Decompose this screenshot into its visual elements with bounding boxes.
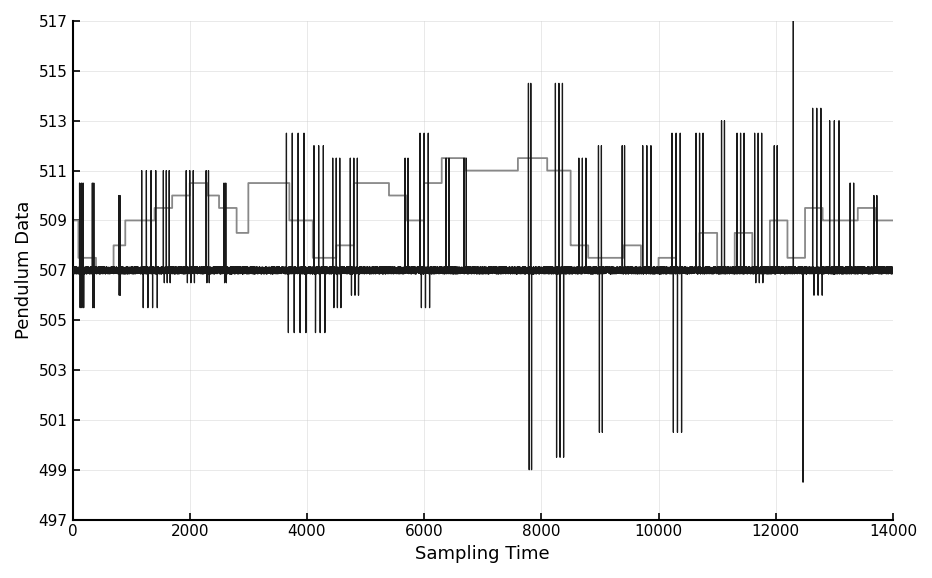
X-axis label: Sampling Time: Sampling Time	[416, 545, 550, 563]
Y-axis label: Pendulum Data: Pendulum Data	[15, 201, 33, 339]
